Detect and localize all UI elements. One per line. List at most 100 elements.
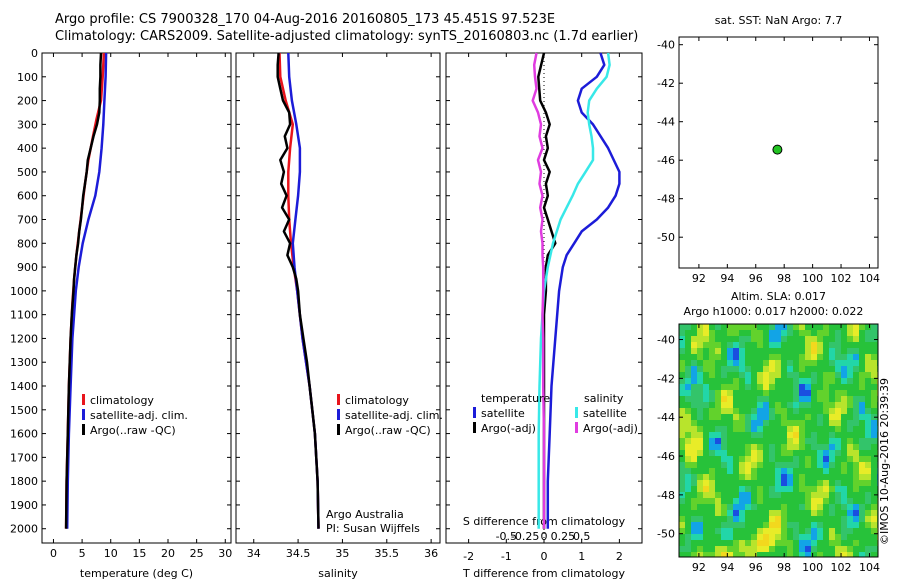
sla-cell	[799, 492, 805, 498]
sla-cell	[757, 516, 763, 522]
sla-cell	[715, 474, 721, 480]
sla-cell	[787, 546, 793, 552]
sla-cell	[859, 390, 865, 396]
sla-cell	[793, 504, 799, 510]
sla-cell	[715, 330, 721, 336]
sla-cell	[811, 348, 817, 354]
sla-cell	[739, 396, 745, 402]
sla-cell	[817, 510, 823, 516]
sla-cell	[769, 456, 775, 462]
sla-cell	[793, 396, 799, 402]
sla-cell	[721, 510, 727, 516]
lat-tick-label: -50	[657, 528, 675, 541]
sla-cell	[775, 354, 781, 360]
sla-cell	[763, 366, 769, 372]
sla-cell	[817, 342, 823, 348]
sla-cell	[781, 438, 787, 444]
sla-cell	[859, 402, 865, 408]
sla-cell	[709, 438, 715, 444]
sla-cell	[835, 366, 841, 372]
sla-cell	[703, 336, 709, 342]
depth-tick-label: 1600	[10, 428, 38, 441]
sla-cell	[853, 516, 859, 522]
sla-cell	[709, 408, 715, 414]
sla-cell	[751, 504, 757, 510]
x-tick-label: 1	[578, 550, 585, 563]
sla-cell	[835, 330, 841, 336]
sla-cell	[817, 480, 823, 486]
sla-cell	[775, 378, 781, 384]
sla-cell	[841, 498, 847, 504]
sla-cell	[739, 372, 745, 378]
sla-cell	[847, 426, 853, 432]
sla-cell	[691, 336, 697, 342]
sla-cell	[805, 528, 811, 534]
legend-swatch-climatology	[337, 394, 340, 405]
sla-cell	[829, 522, 835, 528]
sla-cell	[811, 474, 817, 480]
sla-cell	[829, 444, 835, 450]
sla-cell	[865, 468, 871, 474]
sla-cell	[847, 396, 853, 402]
sla-cell	[787, 426, 793, 432]
sla-cell	[691, 480, 697, 486]
sla-cell	[787, 486, 793, 492]
sla-cell	[751, 552, 757, 557]
sla-cell	[679, 438, 685, 444]
sla-cell	[685, 504, 691, 510]
sla-cell	[823, 486, 829, 492]
sla-cell	[835, 474, 841, 480]
sla-cell	[835, 414, 841, 420]
sla-cell	[697, 378, 703, 384]
sla-cell	[703, 324, 709, 330]
sla-cell	[679, 504, 685, 510]
sla-cell	[811, 492, 817, 498]
sla-cell	[787, 390, 793, 396]
sla-cell	[679, 546, 685, 552]
sla-cell	[763, 462, 769, 468]
sla-cell	[817, 354, 823, 360]
sla-cell	[739, 420, 745, 426]
sla-cell	[703, 498, 709, 504]
sla-cell	[739, 408, 745, 414]
sla-cell	[859, 408, 865, 414]
sla-cell	[679, 360, 685, 366]
sla-cell	[865, 480, 871, 486]
sla-cell	[697, 360, 703, 366]
sla-cell	[841, 396, 847, 402]
sla-cell	[829, 384, 835, 390]
sla-cell	[709, 534, 715, 540]
sla-cell	[721, 456, 727, 462]
sla-cell	[811, 444, 817, 450]
sla-cell	[769, 366, 775, 372]
sla-cell	[727, 492, 733, 498]
sla-cell	[685, 498, 691, 504]
sla-cell	[865, 540, 871, 546]
sla-cell	[769, 324, 775, 330]
sla-cell	[835, 348, 841, 354]
legend-swatch-argo	[337, 424, 340, 435]
sla-cell	[775, 516, 781, 522]
sla-cell	[715, 384, 721, 390]
sla-cell	[703, 378, 709, 384]
legend-swatch-satellite	[82, 409, 85, 420]
sla-cell	[805, 426, 811, 432]
sla-cell	[751, 402, 757, 408]
sla-cell	[733, 444, 739, 450]
sla-cell	[847, 384, 853, 390]
sla-cell	[775, 540, 781, 546]
sla-cell	[787, 534, 793, 540]
sla-cell	[865, 546, 871, 552]
sla-cell	[727, 474, 733, 480]
sla-cell	[721, 528, 727, 534]
sla-cell	[793, 540, 799, 546]
sla-cell	[757, 354, 763, 360]
sla-cell	[685, 372, 691, 378]
sla-cell	[835, 498, 841, 504]
sla-cell	[769, 504, 775, 510]
sla-cell	[787, 432, 793, 438]
sla-cell	[799, 354, 805, 360]
sla-map-panel: Altim. SLA: 0.017 Argo h1000: 0.017 h2000…	[657, 290, 880, 574]
sla-cell	[781, 522, 787, 528]
imos-timestamp: ©IMOS 10-Aug-2016 20:39:39	[878, 378, 891, 545]
